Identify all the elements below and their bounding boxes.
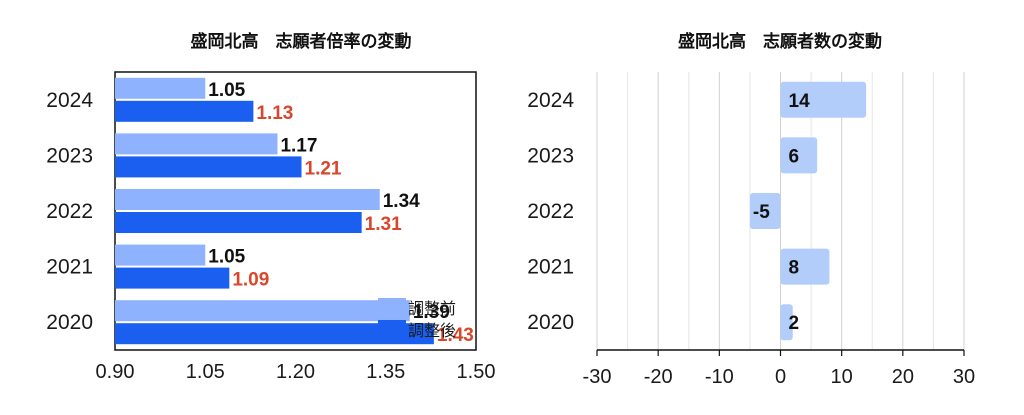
legend-swatch-after bbox=[378, 320, 406, 339]
ratio-label-after: 1.31 bbox=[365, 214, 402, 235]
ratio-bar-before bbox=[115, 244, 206, 266]
count-bar bbox=[780, 137, 818, 174]
ratio-bar-after bbox=[115, 100, 254, 122]
count-x-tick-label: 20 bbox=[892, 366, 914, 388]
count-x-tick-label: 30 bbox=[953, 366, 975, 388]
ratio-label-before: 1.34 bbox=[383, 191, 420, 212]
ratio-category-label: 2021 bbox=[46, 256, 93, 279]
ratio-data-labels: 1.051.131.171.211.341.311.051.091.391.43 bbox=[208, 80, 474, 346]
ratio-label-after: 1.09 bbox=[232, 270, 269, 291]
ratio-x-tick-label: 1.50 bbox=[457, 361, 496, 383]
ratio-label-before: 1.05 bbox=[208, 80, 245, 101]
count-gridlines bbox=[596, 72, 965, 356]
ratio-x-tick-label: 0.90 bbox=[96, 361, 135, 383]
ratio-category-label: 2024 bbox=[46, 89, 93, 112]
count-x-tick-label: -20 bbox=[644, 366, 673, 388]
count-category-label: 2020 bbox=[527, 311, 574, 334]
ratio-chart-title: 盛岡北高 志願者倍率の変動 bbox=[191, 31, 412, 52]
count-chart-title: 盛岡北高 志願者数の変動 bbox=[678, 31, 882, 52]
count-chart: 盛岡北高 志願者数の変動 146-582 2024202320222021202… bbox=[527, 31, 975, 388]
ratio-label-before: 1.17 bbox=[280, 135, 317, 156]
ratio-bar-after bbox=[115, 323, 434, 345]
ratio-category-label: 2020 bbox=[46, 311, 93, 334]
count-bar bbox=[749, 193, 781, 229]
count-data-label: 8 bbox=[789, 258, 800, 279]
ratio-category-label: 2023 bbox=[46, 144, 93, 167]
count-bar bbox=[780, 81, 867, 118]
count-category-label: 2024 bbox=[527, 89, 574, 112]
count-bar bbox=[780, 304, 793, 341]
ratio-x-tick-label: 1.35 bbox=[366, 361, 405, 383]
ratio-x-tick-label: 1.20 bbox=[276, 361, 315, 383]
count-category-label: 2023 bbox=[527, 144, 574, 167]
ratio-bar-before bbox=[115, 189, 380, 210]
count-x-tick-label: -30 bbox=[583, 366, 612, 388]
count-x-tick-label: -10 bbox=[705, 366, 734, 388]
ratio-x-tick-labels: 0.90 1.05 1.20 1.35 1.50 bbox=[96, 361, 496, 383]
legend-swatch-before bbox=[378, 298, 406, 317]
count-category-labels: 2024 2023 2022 2021 2020 bbox=[527, 89, 574, 334]
count-data-label: 2 bbox=[789, 313, 800, 334]
ratio-bars bbox=[115, 77, 434, 345]
ratio-bar-before bbox=[115, 300, 410, 322]
count-bars bbox=[749, 81, 867, 341]
ratio-label-after: 1.13 bbox=[256, 103, 293, 124]
ratio-bar-after bbox=[115, 212, 362, 233]
count-x-tick-labels: -30 -20 -10 0 10 20 30 bbox=[583, 366, 976, 388]
ratio-bar-after bbox=[115, 267, 230, 289]
legend-label-before: 調整前 bbox=[408, 299, 456, 318]
ratio-category-label: 2022 bbox=[46, 200, 93, 223]
ratio-bar-before bbox=[115, 133, 278, 155]
ratio-label-after: 1.21 bbox=[305, 158, 342, 179]
count-bar bbox=[780, 248, 830, 285]
count-x-tick-label: 0 bbox=[775, 366, 786, 388]
count-category-label: 2021 bbox=[527, 256, 574, 279]
ratio-category-labels: 2024 2023 2022 2021 2020 bbox=[46, 89, 93, 334]
count-x-tick-label: 10 bbox=[831, 366, 853, 388]
count-data-labels: 14 6 -5 8 2 bbox=[753, 91, 810, 334]
ratio-chart: 盛岡北高 志願者倍率の変動 1.05 1.13 1.171.21 1.341.31 1.… bbox=[46, 31, 495, 383]
count-data-label: 6 bbox=[789, 146, 800, 167]
ratio-x-tick-label: 1.05 bbox=[186, 361, 225, 383]
legend-label-after: 調整後 bbox=[408, 321, 456, 340]
count-data-label: -5 bbox=[753, 202, 770, 223]
count-data-label: 14 bbox=[789, 91, 811, 112]
ratio-bar-after bbox=[115, 156, 302, 178]
ratio-label-after: 1.43 bbox=[437, 325, 474, 346]
count-category-label: 2022 bbox=[527, 200, 574, 223]
ratio-label-before: 1.05 bbox=[208, 247, 245, 268]
ratio-bar-before bbox=[115, 77, 206, 99]
ratio-label-before: 1.39 bbox=[413, 302, 450, 323]
